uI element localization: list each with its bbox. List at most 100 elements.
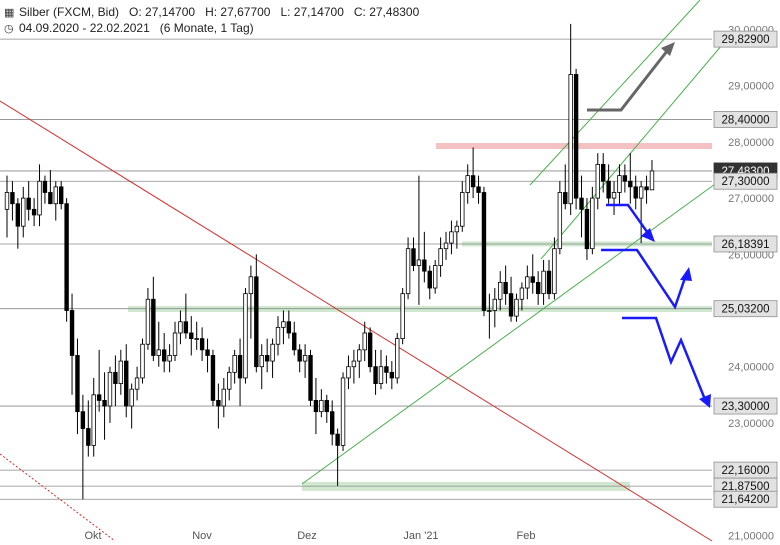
candle-body — [319, 400, 324, 413]
candle — [183, 293, 189, 339]
candle-body — [362, 332, 367, 351]
candle — [194, 321, 199, 350]
candle-body — [557, 192, 563, 250]
candle-body — [535, 281, 541, 295]
candle-body — [189, 332, 194, 340]
candle-body — [26, 197, 31, 210]
candle — [270, 338, 275, 378]
candle-body — [129, 388, 134, 407]
candle — [519, 282, 525, 311]
level-label-box — [713, 172, 778, 190]
candle-body — [124, 360, 129, 407]
y-tick-label: 24,00000 — [728, 362, 774, 374]
candle — [601, 153, 606, 193]
candle — [595, 153, 600, 210]
level-label: 29,82900 — [713, 30, 778, 48]
candle — [449, 220, 454, 255]
open-value: O: 27,14700 — [129, 5, 196, 19]
candle-body — [194, 338, 199, 341]
candle-body — [606, 180, 611, 199]
date-range: 04.09.2020 - 22.02.2021 — [19, 21, 150, 35]
level-label-box — [713, 235, 778, 253]
candle — [525, 265, 530, 300]
chart-subheader: ◷ 04.09.2020 - 22.02.2021 (6 Monate, 1 Tag… — [4, 21, 254, 35]
candle — [340, 372, 346, 451]
candle — [563, 164, 568, 210]
candle-body — [649, 170, 655, 191]
candle-body — [151, 298, 156, 356]
candle — [302, 344, 308, 378]
level-label: 21,87500 — [713, 477, 778, 495]
candle — [80, 394, 86, 500]
level-label-text: 26,18391 — [722, 239, 770, 251]
candle — [427, 265, 432, 300]
candle — [438, 237, 443, 277]
candle-body — [248, 276, 254, 295]
candle-body — [346, 366, 351, 379]
candle — [232, 349, 237, 384]
candle-body — [80, 411, 86, 429]
uptrend-channel-lower — [301, 178, 723, 485]
candle — [134, 366, 140, 401]
level-label-box — [713, 490, 778, 508]
candle — [384, 355, 389, 384]
candle-body — [227, 371, 232, 390]
candle-body — [508, 293, 514, 317]
candle-body — [292, 332, 297, 351]
candle-body — [378, 366, 384, 384]
candle — [227, 366, 232, 401]
candle — [362, 321, 367, 362]
candle — [416, 175, 422, 305]
y-tick-label: 29,00000 — [728, 81, 774, 93]
candle — [37, 164, 42, 227]
candle-body — [514, 298, 519, 317]
candle — [617, 164, 622, 204]
candle — [367, 327, 373, 373]
candle-body — [264, 355, 270, 362]
candle — [644, 175, 649, 204]
candle — [69, 293, 75, 395]
candle — [64, 198, 69, 322]
candle-body — [530, 276, 535, 283]
bearish-arrow-blue-1 — [606, 203, 652, 237]
candle-body — [481, 192, 487, 311]
candle-body — [107, 371, 113, 407]
candle — [508, 276, 514, 322]
candle — [649, 160, 655, 191]
chart-header: ▦ Silber (FXCM, Bid) O: 27,14700 H: 27,6770… — [4, 5, 419, 19]
candle — [286, 310, 292, 339]
candle — [21, 186, 26, 238]
candle — [541, 259, 546, 305]
candle — [590, 186, 595, 255]
candle-body — [541, 270, 546, 295]
candle-body — [644, 186, 649, 191]
candle-body — [178, 321, 183, 334]
candle-body — [611, 192, 617, 199]
candle — [243, 288, 248, 384]
candle — [178, 310, 183, 345]
candle-body — [48, 192, 53, 205]
symbol-name: Silber (FXCM, Bid) — [19, 5, 120, 19]
candle-body — [351, 360, 357, 368]
level-label-text: 28,40000 — [722, 114, 770, 126]
candle-body — [432, 265, 438, 289]
level-label-text: 21,87500 — [722, 481, 770, 493]
candle — [189, 316, 194, 356]
x-tick-label: Feb — [517, 530, 536, 542]
candle-body — [503, 281, 508, 295]
candle-body — [216, 400, 221, 407]
candle-body — [167, 355, 172, 362]
level-label: 21,64200 — [713, 490, 778, 508]
candle — [221, 377, 226, 418]
level-label-box — [713, 300, 778, 318]
candle — [498, 271, 503, 311]
candle-body — [617, 175, 622, 193]
candle-body — [275, 326, 281, 345]
candle — [107, 366, 113, 423]
candlestick-icon: ▦ — [4, 7, 15, 19]
candle — [573, 68, 579, 210]
level-label: 26,18391 — [713, 235, 778, 253]
candle-body — [438, 248, 443, 266]
candle-body — [297, 349, 302, 362]
